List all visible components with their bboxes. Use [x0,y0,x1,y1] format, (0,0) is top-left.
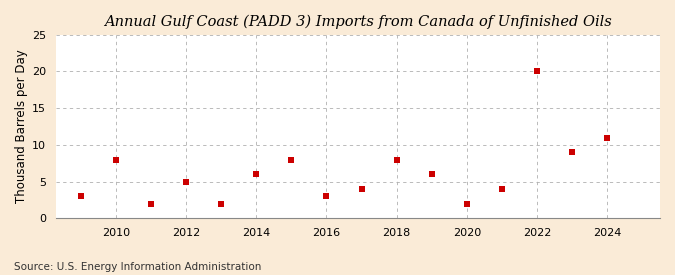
Point [462,201,472,206]
Point [251,172,262,177]
Point [145,201,156,206]
Point [286,157,297,162]
Point [427,172,437,177]
Point [75,194,86,199]
Point [567,150,578,154]
Point [110,157,121,162]
Point [215,201,226,206]
Point [532,69,543,74]
Text: Source: U.S. Energy Information Administration: Source: U.S. Energy Information Administ… [14,262,261,272]
Point [392,157,402,162]
Point [497,187,508,191]
Point [180,179,191,184]
Point [356,187,367,191]
Point [602,135,613,140]
Title: Annual Gulf Coast (PADD 3) Imports from Canada of Unfinished Oils: Annual Gulf Coast (PADD 3) Imports from … [104,15,612,29]
Y-axis label: Thousand Barrels per Day: Thousand Barrels per Day [15,50,28,204]
Point [321,194,332,199]
